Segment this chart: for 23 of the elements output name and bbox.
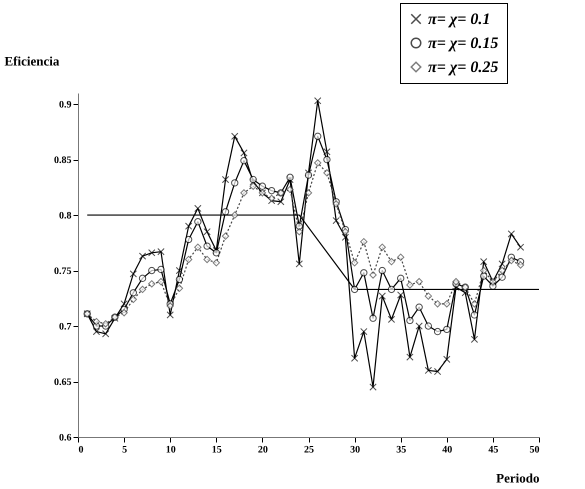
x-tick-label: 5 [122,444,128,456]
y-tick-label: 0.7 [59,322,72,333]
x-tick-label: 20 [258,444,268,456]
y-tick-label: 0.65 [54,377,72,388]
y-axis-title: Eficiencia [4,54,60,68]
x-tick-label: 50 [530,444,540,456]
legend-label: π= χ= 0.15 [428,35,498,52]
x-tick-label: 10 [166,444,176,456]
y-tick-label: 0.8 [59,210,72,222]
x-tick-label: 15 [212,444,222,456]
y-tick-label: 0.85 [54,155,72,166]
x-axis-title: Periodo [496,470,540,486]
y-tick-label: 0.75 [54,266,72,278]
x-tick-label: 35 [396,444,406,456]
x-tick-label: 40 [442,444,452,456]
y-tick-label: 0.9 [59,100,72,111]
x-tick-label: 25 [304,444,314,456]
legend-label: π= χ= 0.1 [428,11,490,28]
x-tick-label: 30 [350,444,360,456]
x-tick-label: 45 [488,444,498,456]
legend-label: π= χ= 0.25 [428,59,498,76]
x-tick-label: 0 [78,444,84,456]
y-tick-label: 0.6 [59,432,72,444]
